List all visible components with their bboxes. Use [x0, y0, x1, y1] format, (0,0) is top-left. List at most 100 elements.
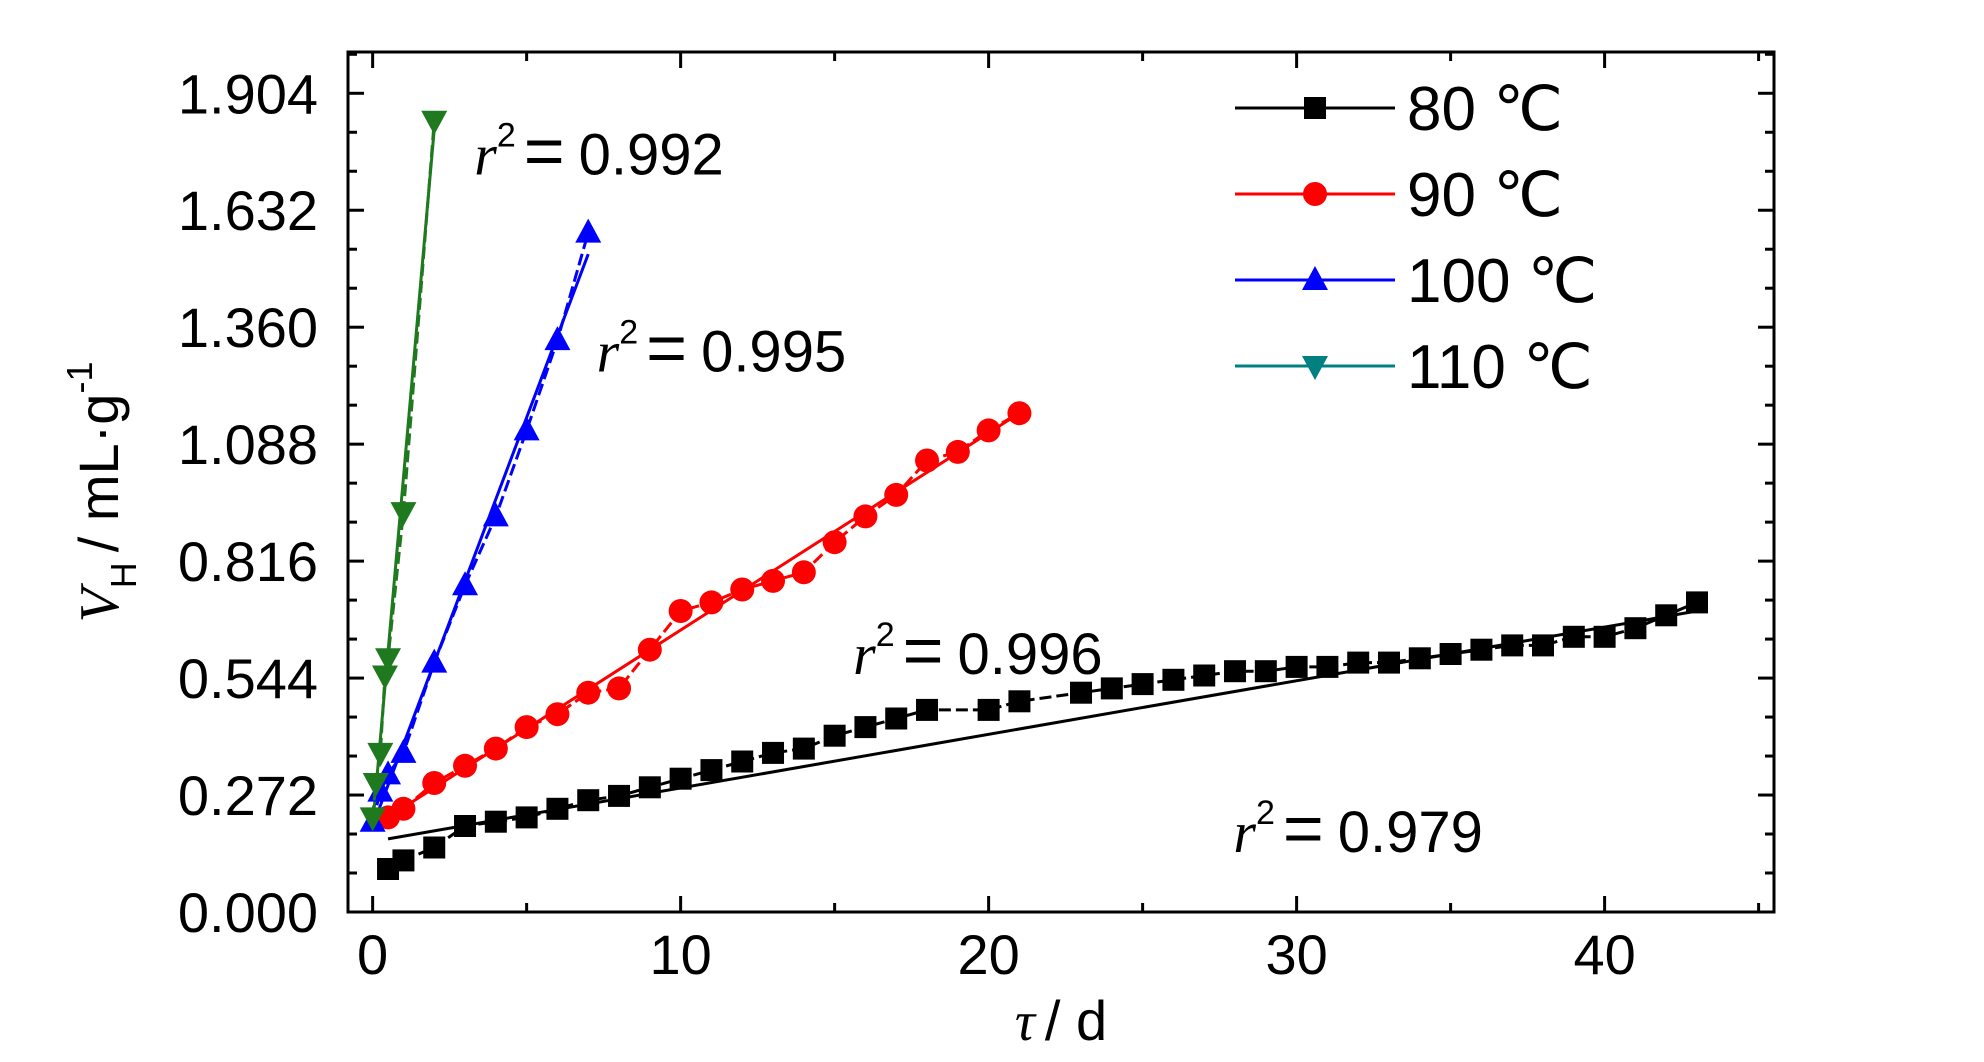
data-point	[976, 418, 1001, 443]
data-point	[484, 810, 507, 833]
data-point	[423, 836, 446, 859]
r2-annotation: r2 = 0.992	[474, 111, 724, 189]
data-point	[607, 676, 632, 701]
data-point	[792, 737, 815, 760]
r2-symbol: r	[597, 319, 620, 384]
y-axis-unit: / mL·g	[67, 394, 130, 553]
x-tick-label: 20	[957, 923, 1019, 986]
x-tick-label: 0	[357, 923, 388, 986]
data-point	[1193, 664, 1216, 687]
data-point	[730, 577, 755, 602]
data-point	[515, 806, 538, 829]
data-point	[1070, 681, 1093, 704]
series-0	[377, 591, 1709, 880]
r2-annotation: r2 = 0.979	[1233, 789, 1483, 867]
data-point	[375, 648, 402, 673]
r2-equals: =	[903, 611, 944, 689]
data-point	[977, 698, 1000, 721]
y-axis-label: VH / mL·g-1	[59, 362, 144, 623]
legend: 80 ℃ 90 ℃ 100 ℃ 110 ℃	[1235, 75, 1597, 402]
y-axis-subscript: H	[103, 562, 144, 588]
data-point	[1378, 651, 1401, 674]
legend-label: 100 ℃	[1407, 247, 1597, 316]
y-axis-symbol: V	[69, 582, 131, 622]
data-point	[453, 753, 478, 778]
data-point	[885, 707, 908, 730]
data-point	[1624, 617, 1647, 640]
data-point	[916, 698, 939, 721]
r2-superscript: 2	[619, 313, 638, 351]
data-point	[371, 665, 398, 690]
series-2	[359, 218, 602, 832]
data-point	[1100, 677, 1123, 700]
data-point	[1501, 634, 1524, 657]
series-1	[376, 401, 1032, 830]
r2-superscript: 2	[497, 116, 516, 154]
data-point	[1254, 660, 1277, 683]
data-point	[1162, 668, 1185, 691]
data-point	[390, 502, 417, 527]
r2-superscript: 2	[1256, 794, 1275, 832]
data-point	[1562, 625, 1585, 648]
data-point	[391, 796, 416, 821]
data-point	[421, 648, 448, 673]
series-line	[387, 411, 1021, 819]
data-point	[945, 439, 970, 464]
x-axis-unit: / d	[1045, 989, 1107, 1052]
data-point	[700, 759, 723, 782]
r2-equals: =	[1283, 789, 1324, 867]
r2-annotation: r2 = 0.995	[597, 308, 847, 386]
data-point	[544, 326, 571, 351]
data-point	[575, 218, 602, 243]
data-point	[390, 738, 417, 763]
data-point	[1593, 625, 1616, 648]
r2-symbol: r	[853, 622, 876, 687]
r2-superscript: 2	[876, 616, 895, 654]
plot-frame	[346, 50, 1776, 914]
y-tick-label: 0.272	[178, 764, 318, 827]
series	[359, 110, 1709, 880]
data-point	[1304, 97, 1326, 119]
y-tick-label: 0.544	[178, 647, 318, 710]
r2-symbol: r	[474, 122, 497, 187]
data-point	[1224, 660, 1247, 683]
data-point	[1007, 401, 1032, 426]
y-tick-label: 0.000	[178, 881, 318, 944]
data-point	[421, 110, 448, 135]
data-point	[359, 807, 386, 832]
r2-symbol: r	[1233, 800, 1256, 865]
r2-value: 0.992	[579, 122, 724, 187]
series-line	[371, 232, 590, 823]
y-tick-label: 1.632	[178, 179, 318, 242]
r2-value: 0.979	[1338, 800, 1483, 865]
data-point	[577, 789, 600, 812]
data-point	[1008, 690, 1031, 713]
y-tick-label: 0.816	[178, 530, 318, 593]
data-point	[637, 637, 662, 662]
legend-label: 110 ℃	[1407, 333, 1593, 402]
y-tick-label: 1.904	[178, 62, 318, 125]
data-point	[608, 784, 631, 807]
data-point	[1285, 655, 1308, 678]
data-point	[513, 416, 540, 441]
legend-label: 90 ℃	[1407, 161, 1563, 230]
data-point	[454, 815, 477, 837]
r2-value: 0.995	[701, 319, 846, 384]
data-point	[545, 702, 570, 727]
data-point	[884, 482, 909, 507]
data-point	[761, 568, 786, 593]
r2-annotation: r2 = 0.996	[853, 611, 1103, 689]
x-tick-label: 30	[1265, 923, 1327, 986]
x-tick-label: 40	[1573, 923, 1635, 986]
data-point	[823, 724, 846, 747]
data-point	[699, 590, 724, 615]
x-axis-symbol: τ	[1015, 991, 1037, 1053]
data-point	[822, 530, 847, 555]
y-tick-label: 1.360	[178, 296, 318, 359]
data-point	[668, 599, 693, 623]
data-point	[854, 716, 877, 739]
data-point	[483, 736, 508, 761]
data-point	[392, 849, 415, 872]
r2-equals: =	[524, 111, 565, 189]
